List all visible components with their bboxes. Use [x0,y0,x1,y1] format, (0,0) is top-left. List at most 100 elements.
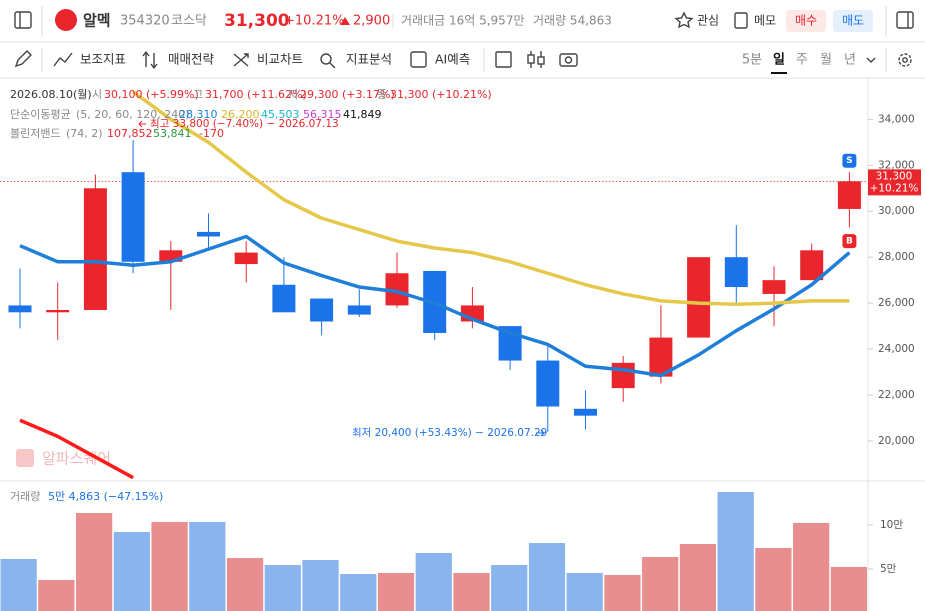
header: 알멕 354320 코스닥 31,300 +10.21% 2,900 거래대금 … [0,6,925,43]
watch-button[interactable]: 관심 [697,14,719,28]
moving-average [19,418,134,480]
stock-name: 알멕 [83,12,111,30]
panel-icon[interactable] [896,11,914,29]
market: 코스닥 [171,14,207,29]
period-button[interactable]: 일 [773,53,785,68]
candle-body [197,231,220,237]
legend-label: 단순이동평균 [10,108,71,121]
y-tick-label: 20,000 [878,435,915,447]
candle-body [724,257,748,288]
indicators-button[interactable]: 보조지표 [80,52,126,67]
legend-label: 볼린저밴드 [10,127,61,140]
volume-title: 거래량 [10,490,40,503]
strategy-icon[interactable] [142,50,158,70]
watch-icon[interactable] [674,11,694,29]
volume-bar [226,557,264,611]
settings-icon[interactable] [898,53,912,67]
period-button[interactable]: 주 [796,53,808,68]
ai-icon[interactable] [410,51,427,68]
trade-marker [842,153,857,168]
camera-tool[interactable] [559,53,578,67]
period-more[interactable] [866,57,876,63]
trade-marker [842,234,857,249]
y-tick-label: 26,000 [878,297,915,309]
price-tag-change: +10.21% [870,182,919,194]
volume-bar [453,572,490,611]
legend-value: 31,700 (+11.62%) [205,88,307,101]
legend-label: 시 [92,88,102,101]
volume-bar [75,513,113,611]
candle-body [574,408,597,416]
volume-bar [793,522,830,611]
buy-button[interactable]: 매수 [795,14,817,28]
volume-bar [38,579,75,611]
legend-value: 26,200 [221,108,260,121]
price: 31,300 [224,11,290,31]
volume-bar [151,521,188,611]
logo [55,9,77,31]
moving-average [19,234,851,378]
volume-bar [340,574,377,611]
candle-body [347,305,371,315]
candle-body [649,337,673,377]
volume-bar [755,547,792,611]
y-tick-label: 34,000 [878,113,915,125]
toolbar: 보조지표 매매전략 비교차트 지표분석 AI예측 5분 일 주 월 년 [0,48,925,79]
annotation-low: 최저 20,400 (+53.43%) − 2026.07.29 [352,427,547,439]
legend-value: 45,503 [261,108,300,121]
volume-bar [113,532,150,611]
volume-bar [491,565,528,611]
compare-button[interactable]: 비교차트 [257,52,303,67]
annotation-arrow [536,429,545,437]
memo-icon[interactable] [734,12,748,29]
volume-bar [189,521,226,611]
sell-button[interactable]: 매도 [842,14,864,28]
y-tick-label: 10만 [880,519,903,531]
sell-button-bg[interactable] [833,10,873,32]
strategy-button[interactable]: 매매전략 [168,52,215,67]
trade-amount: 거래대금 16억 5,957만 [401,14,525,28]
sidebar-icon[interactable] [14,11,32,29]
box-tool[interactable] [495,51,512,68]
period-button[interactable]: 5분 [742,53,762,68]
candle-body [8,305,32,313]
volume-bar [264,565,301,611]
candle-body [272,284,296,313]
legend-value: 56,315 [303,108,342,121]
draw-icon[interactable] [14,50,32,68]
buy-button-bg[interactable] [786,10,826,32]
legend-value: 53,841 [153,127,192,140]
indicator-icon[interactable] [53,52,73,67]
candle-body [837,181,861,209]
trade-volume: 거래량 54,863 [533,14,612,28]
y-tick-label: 5만 [880,563,897,575]
price-tag [868,169,921,196]
analysis-icon[interactable] [320,53,332,65]
ai-button[interactable]: AI예측 [435,52,470,67]
y-tick-label: 22,000 [878,389,915,401]
compare-icon[interactable] [233,53,249,67]
legend-label: 고 [193,88,203,101]
volume-bar [566,572,603,611]
volume-bar [0,558,37,611]
volume-chart [0,491,867,611]
legend-value: 30,100 (+5.99%) [104,88,199,101]
period-button[interactable]: 월 [820,53,832,68]
volume-bar [604,574,641,611]
legend-params: (5, 20, 60, 120, 240) [76,108,190,121]
y-tick-label: 24,000 [878,343,915,355]
trade-marker-label: S [846,156,852,166]
volume-bar [415,552,452,611]
legend-value: 28,310 [179,108,218,121]
memo-button[interactable]: 메모 [754,14,776,28]
legend-value: 107,852 [107,127,153,140]
volume-subtitle: 5만 4,863 (−47.15%) [48,490,163,503]
analysis-icon-handle [329,62,336,69]
volume-bar [679,543,717,611]
candle-body [83,188,107,311]
analysis-button[interactable]: 지표분석 [346,52,392,67]
volume-area [0,491,867,611]
period-button[interactable]: 년 [844,53,856,68]
legend-value: 31,300 (+10.21%) [390,88,492,101]
volume-bar [302,560,339,611]
